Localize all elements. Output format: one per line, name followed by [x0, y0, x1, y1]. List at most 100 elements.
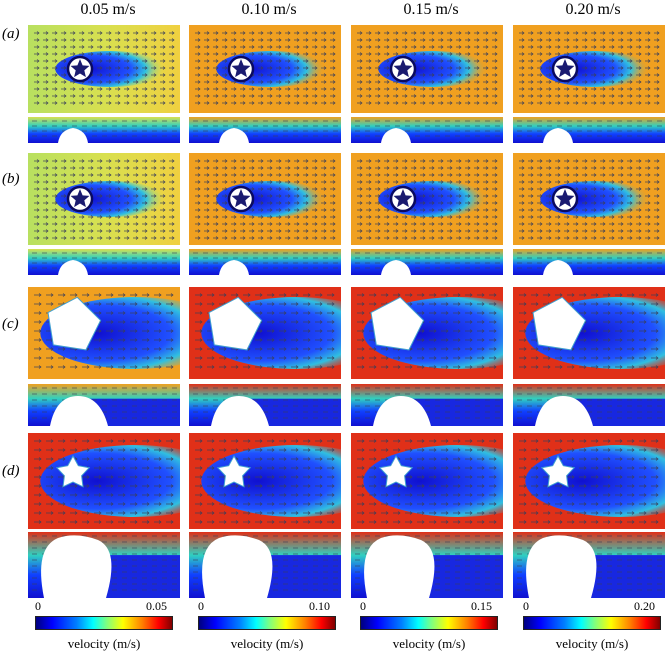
velocity-arrows	[195, 31, 336, 105]
flow-panel-top	[28, 25, 180, 113]
velocity-arrows	[195, 439, 335, 524]
colorbar-2: 0 0.10 velocity (m/s)	[198, 598, 336, 652]
colorbar-label: velocity (m/s)	[555, 636, 629, 651]
colorbar-max: 0.10	[309, 599, 330, 613]
column-header-1: 0.05 m/s	[80, 1, 136, 18]
column-header-3: 0.15 m/s	[403, 1, 459, 18]
colorbar-gradient	[35, 616, 173, 630]
star-insert-icon	[555, 59, 575, 78]
velocity-arrows	[519, 439, 659, 524]
flow-panel-side	[513, 532, 665, 598]
pentagon-obstacle	[370, 296, 425, 351]
velocity-arrows	[34, 439, 174, 524]
obstacle-profile	[381, 128, 411, 143]
flow-panel-side	[351, 384, 503, 426]
colorbar-4: 0 0.20 velocity (m/s)	[523, 598, 661, 652]
flow-panel-top	[28, 433, 180, 529]
flow-panel-top	[513, 25, 665, 113]
flow-panel-side	[351, 532, 503, 598]
colorbar-label: velocity (m/s)	[230, 636, 304, 651]
flow-panel-top	[513, 287, 665, 379]
star-obstacle	[216, 454, 252, 488]
velocity-arrows	[34, 293, 174, 369]
colorbar-min: 0	[360, 599, 366, 613]
pentagon-obstacle	[208, 296, 263, 351]
obstacle-profile	[543, 260, 573, 275]
colorbar-gradient	[198, 616, 336, 630]
flow-panel-side	[28, 117, 180, 143]
obstacle-profile	[58, 128, 88, 143]
obstacle-profile	[381, 260, 411, 275]
velocity-arrows	[519, 159, 660, 240]
row-label-c: (c)	[2, 316, 19, 332]
flow-panel-top	[513, 433, 665, 529]
column-header-4: 0.20 m/s	[565, 1, 621, 18]
obstacle-profile	[50, 396, 108, 426]
obstacle-profile	[373, 396, 431, 426]
star-obstacle	[55, 454, 91, 488]
obstacle-profile	[364, 535, 435, 598]
colorbar-gradient	[523, 616, 661, 630]
obstacle-profile	[41, 535, 112, 598]
flow-panel-top	[28, 153, 180, 245]
star-insert-icon	[555, 189, 575, 208]
colorbar-max: 0.05	[146, 599, 167, 613]
flow-panel-top	[351, 287, 503, 379]
star-insert-icon	[231, 59, 251, 78]
obstacle-profile	[202, 535, 273, 598]
flow-panel-top	[189, 287, 341, 379]
flow-panel-top	[189, 433, 341, 529]
star-insert-icon	[231, 189, 251, 208]
flow-panel-side	[189, 384, 341, 426]
star-obstacle	[540, 454, 576, 488]
flow-panel-top	[351, 433, 503, 529]
velocity-arrows	[34, 159, 175, 240]
obstacle-profile	[543, 128, 573, 143]
flow-panel-side	[513, 384, 665, 426]
row-label-b: (b)	[2, 171, 20, 187]
flow-panel-top	[351, 153, 503, 245]
obstacle-profile	[219, 128, 249, 143]
colorbar-3: 0 0.15 velocity (m/s)	[360, 598, 498, 652]
obstacle-profile	[58, 260, 88, 275]
star-obstacle	[378, 454, 414, 488]
row-label-a: (a)	[2, 26, 20, 42]
flow-panel-side	[28, 532, 180, 598]
column-header-2: 0.10 m/s	[241, 1, 297, 18]
colorbar-min: 0	[198, 599, 204, 613]
flow-panel-top	[189, 153, 341, 245]
star-insert-icon	[70, 59, 90, 78]
colorbar-min: 0	[523, 599, 529, 613]
velocity-arrows	[357, 31, 498, 105]
colorbar-1: 0 0.05 velocity (m/s)	[35, 598, 173, 652]
colorbar-min: 0	[35, 599, 41, 613]
flow-panel-side	[189, 532, 341, 598]
colorbar-label: velocity (m/s)	[67, 636, 141, 651]
flow-panel-side	[513, 249, 665, 275]
flow-panel-side	[513, 117, 665, 143]
flow-panel-side	[351, 249, 503, 275]
flow-panel-top	[189, 25, 341, 113]
obstacle-profile	[535, 396, 593, 426]
flow-panel-top	[28, 287, 180, 379]
flow-panel-side	[351, 117, 503, 143]
star-insert-icon	[393, 189, 413, 208]
flow-panel-side	[28, 249, 180, 275]
colorbar-gradient	[360, 616, 498, 630]
star-insert-icon	[70, 189, 90, 208]
row-label-d: (d)	[2, 463, 20, 479]
flow-panel-side	[28, 384, 180, 426]
colorbar-max: 0.15	[471, 599, 492, 613]
star-insert-icon	[393, 59, 413, 78]
colorbar-label: velocity (m/s)	[392, 636, 466, 651]
flow-panel-top	[513, 153, 665, 245]
velocity-arrows	[357, 159, 498, 240]
obstacle-profile	[219, 260, 249, 275]
colorbar-max: 0.20	[634, 599, 655, 613]
flow-panel-side	[189, 249, 341, 275]
pentagon-obstacle	[532, 296, 587, 351]
obstacle-profile	[211, 396, 269, 426]
flow-panel-top	[351, 25, 503, 113]
flow-panel-side	[189, 117, 341, 143]
pentagon-obstacle	[47, 296, 102, 351]
